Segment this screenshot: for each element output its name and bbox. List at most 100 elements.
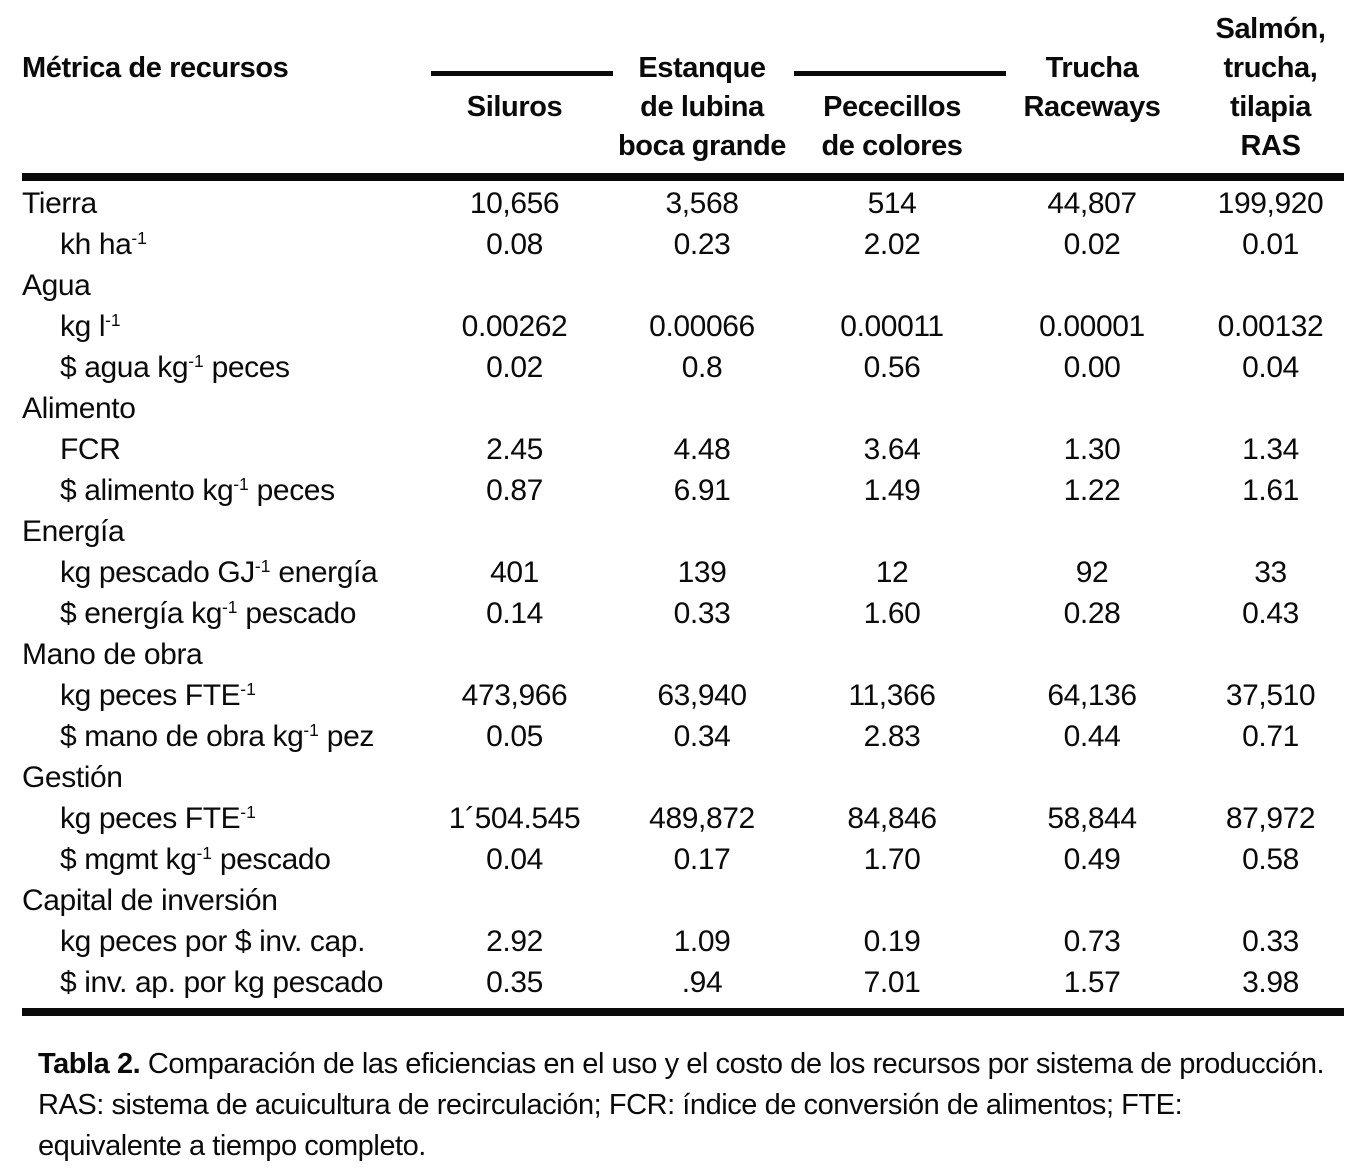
row-value: 0.23 [673,227,731,261]
row-value: 0.08 [486,227,543,261]
caption-label: Tabla 2. [38,1048,141,1080]
caption-text: Comparación de las eficiencias en el uso… [38,1048,1325,1162]
table-row: kg peces por $ inv. cap. 2.92 1.09 0.19 … [22,921,1344,962]
table-bottom-rule [22,1008,1344,1016]
row-label: kg peces por $ inv. cap. [60,924,366,958]
row-value: 0.00011 [840,309,944,343]
row-value: 0.04 [486,842,543,876]
row-value: 1.70 [863,842,921,876]
row-label: kg peces FTE-1 [60,678,256,712]
row-value: 0.49 [1063,842,1121,876]
row-label: $ mgmt kg-1 pescado [60,842,331,876]
row-value: 0.56 [863,350,921,384]
row-value: 0.35 [486,965,543,999]
row-label: FCR [60,432,121,466]
row-label: kg l-1 [60,309,121,343]
row-value: 33 [1254,555,1287,589]
row-value: 7.01 [863,965,921,999]
row-value: 401 [490,555,539,589]
column-header-trucha-raceways: Trucha Raceways [1023,52,1161,123]
row-label: $ inv. ap. por kg pescado [60,965,383,999]
table-row: Agua [22,265,1344,306]
row-label: Mano de obra [22,637,203,671]
row-value: 44,807 [1047,186,1137,220]
row-value: .94 [681,965,723,999]
table-caption: Tabla 2. Comparación de las eficiencias … [38,1044,1330,1167]
row-value: 199,920 [1217,186,1324,220]
table-row: kg l-1 0.00262 0.00066 0.00011 0.00001 0… [22,306,1344,347]
row-value: 0.00 [1063,350,1121,384]
row-value: 0.43 [1242,596,1299,630]
table-row: kg pescado GJ-1 energía 401 139 12 92 33 [22,552,1344,593]
row-value: 1.09 [673,924,731,958]
table-row: $ agua kg-1 peces 0.02 0.8 0.56 0.00 0.0… [22,347,1344,388]
row-value: 1.30 [1063,432,1121,466]
row-value: 0.17 [673,842,731,876]
row-value: 0.00001 [1039,309,1145,343]
column-header-siluros: Siluros [466,91,563,123]
resource-metrics-table: Métrica de recursos Siluros Estanque de … [22,10,1344,1016]
row-label: Capital de inversión [22,883,278,917]
table-row: $ alimento kg-1 peces 0.87 6.91 1.49 1.2… [22,470,1344,511]
estanque-spanner-rule-right [794,71,1006,76]
row-value: 1.49 [863,473,921,507]
row-value: 0.73 [1063,924,1121,958]
row-value: 0.04 [1242,350,1299,384]
row-value: 2.45 [486,432,543,466]
row-value: 0.02 [1063,227,1121,261]
row-value: 64,136 [1047,678,1137,712]
row-label: $ agua kg-1 peces [60,350,290,384]
table-row: kg peces FTE-1 1´504.545 489,872 84,846 … [22,798,1344,839]
row-label: Energía [22,514,125,548]
row-value: 12 [875,555,909,589]
row-value: 1.34 [1242,432,1299,466]
row-value: 0.58 [1242,842,1299,876]
table-row: Alimento [22,388,1344,429]
table-header: Métrica de recursos Siluros Estanque de … [22,10,1344,166]
row-value: 1.61 [1242,473,1299,507]
row-value: 0.87 [486,473,543,507]
row-label: $ alimento kg-1 peces [60,473,335,507]
table-row: kg peces FTE-1 473,966 63,940 11,366 64,… [22,675,1344,716]
row-value: 0.01 [1242,227,1299,261]
row-value: 0.00262 [461,309,568,343]
row-label: $ energía kg-1 pescado [60,596,357,630]
row-value: 0.14 [486,596,543,630]
row-value: 63,940 [657,678,747,712]
row-value: 0.44 [1063,719,1121,753]
table-row: $ mgmt kg-1 pescado 0.04 0.17 1.70 0.49 … [22,839,1344,880]
row-value: 11,366 [848,678,936,712]
table-row: Gestión [22,757,1344,798]
row-label: kg peces FTE-1 [60,801,256,835]
row-value: 87,972 [1225,801,1316,835]
row-value: 489,872 [649,801,755,835]
row-value: 514 [867,186,917,220]
table-body: Tierra 10,656 3,568 514 44,807 199,920 k… [22,181,1344,1003]
row-value: 4.48 [673,432,731,466]
table-row: Capital de inversión [22,880,1344,921]
table-row: FCR 2.45 4.48 3.64 1.30 1.34 [22,429,1344,470]
estanque-spanner-rule-left [431,71,613,76]
row-value: 0.71 [1242,719,1299,753]
row-label: Agua [22,268,91,302]
row-value: 0.00132 [1217,309,1324,343]
row-value: 2.92 [486,924,543,958]
row-label: Gestión [22,760,123,794]
table-row: $ inv. ap. por kg pescado 0.35 .94 7.01 … [22,962,1344,1003]
row-value: 139 [677,555,727,589]
table-row: kh ha-1 0.08 0.23 2.02 0.02 0.01 [22,224,1344,265]
row-value: 0.28 [1063,596,1121,630]
row-value: 1.22 [1063,473,1121,507]
table-top-rule [22,173,1344,181]
row-label: $ mano de obra kg-1 pez [60,719,374,753]
table-row: Energía [22,511,1344,552]
row-value: 0.05 [486,719,543,753]
row-value: 3.64 [863,432,921,466]
row-label: Tierra [22,186,97,220]
row-value: 2.02 [863,227,921,261]
row-label: kh ha-1 [60,227,147,261]
row-value: 0.00066 [649,309,755,343]
row-value: 6.91 [673,473,731,507]
metric-header-label: Métrica de recursos [22,52,289,84]
